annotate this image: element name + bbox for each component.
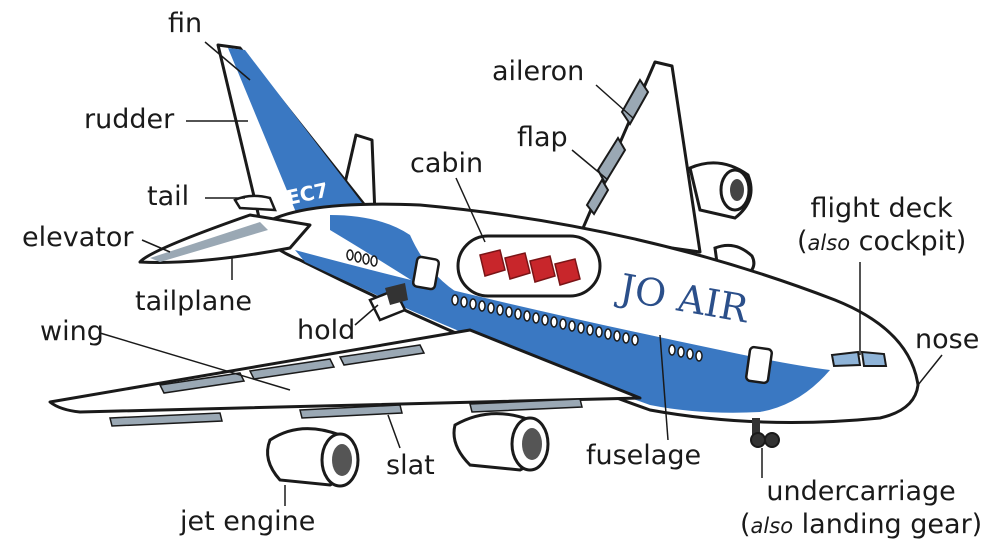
far-engine — [688, 161, 753, 220]
jet-engine-outer — [266, 427, 360, 488]
flight-deck-alt: cockpit) — [858, 226, 967, 257]
cabin-seats — [479, 249, 581, 286]
label-rudder: rudder — [84, 104, 175, 135]
jet-engine-inner — [452, 412, 550, 472]
label-flap: flap — [517, 122, 568, 153]
undercarriage-also: also — [750, 514, 794, 538]
label-cabin: cabin — [410, 148, 484, 179]
label-wing: wing — [40, 316, 104, 347]
fin-blue-stripe — [228, 48, 372, 222]
wing-slats — [109, 344, 583, 427]
far-wing-flap-2 — [585, 178, 610, 216]
rear-door — [411, 255, 441, 291]
label-nose: nose — [915, 324, 980, 355]
label-fuselage: fuselage — [586, 440, 702, 471]
leader-lines — [99, 41, 943, 506]
near-wing — [48, 328, 642, 414]
far-wing-flap — [596, 136, 627, 186]
label-flight-deck: flight deck (also cockpit) — [797, 195, 966, 255]
front-door — [745, 345, 773, 385]
label-undercarriage: undercarriage (also landing gear) — [740, 478, 982, 538]
elevator-surface — [150, 222, 268, 262]
label-slat: slat — [386, 450, 435, 481]
undercarriage — [750, 418, 780, 448]
flight-deck-alt-line: (also cockpit) — [797, 226, 967, 257]
label-fin: fin — [168, 8, 203, 39]
label-elevator: elevator — [22, 222, 134, 253]
undercarriage-text: undercarriage — [766, 476, 956, 507]
flight-deck-also: also — [807, 231, 851, 255]
cockpit-windows — [830, 350, 888, 368]
hold-opening — [385, 283, 408, 305]
label-jet-engine: jet engine — [180, 506, 316, 537]
window-row-front — [668, 344, 703, 362]
flight-deck-text: flight deck — [810, 193, 953, 224]
label-tail: tail — [147, 181, 190, 212]
label-aileron: aileron — [492, 56, 585, 87]
undercarriage-alt: landing gear) — [801, 509, 983, 540]
label-tailplane: tailplane — [135, 286, 253, 317]
undercarriage-alt-line: (also landing gear) — [740, 509, 983, 540]
label-hold: hold — [297, 315, 356, 346]
window-row-main — [451, 294, 639, 346]
window-row-rear — [346, 249, 378, 267]
